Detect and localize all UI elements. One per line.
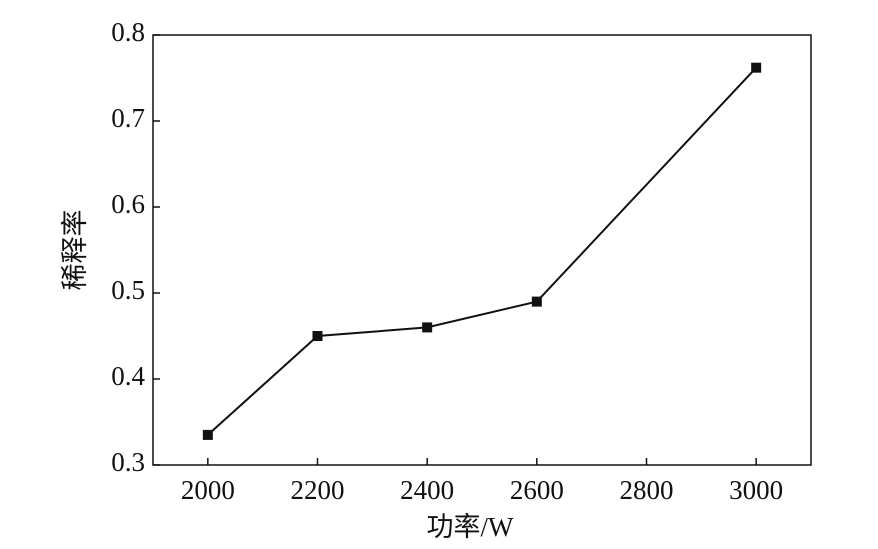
x-axis-label: 功率/W — [427, 512, 515, 542]
x-tick-label: 2200 — [291, 475, 345, 505]
x-tick-label: 2000 — [181, 475, 235, 505]
line — [207, 66, 757, 436]
marker — [531, 296, 542, 307]
marker — [751, 62, 762, 73]
y-tick-label: 0.7 — [111, 103, 145, 133]
y-tick-label: 0.6 — [111, 189, 145, 219]
y-tick-label: 0.4 — [111, 361, 145, 391]
y-tick-label: 0.5 — [111, 275, 145, 305]
x-tick-label: 2400 — [400, 475, 454, 505]
marker — [422, 322, 433, 333]
x-tick-label: 3000 — [729, 475, 783, 505]
y-tick-label: 0.8 — [111, 17, 145, 47]
y-tick-label: 0.3 — [111, 447, 145, 477]
marker — [202, 429, 213, 440]
plot-frame — [152, 34, 812, 466]
marker — [312, 331, 323, 341]
y-axis-label: 稀释率 — [60, 210, 90, 291]
x-tick-label: 2800 — [620, 475, 674, 505]
x-tick-label: 2600 — [510, 475, 564, 505]
